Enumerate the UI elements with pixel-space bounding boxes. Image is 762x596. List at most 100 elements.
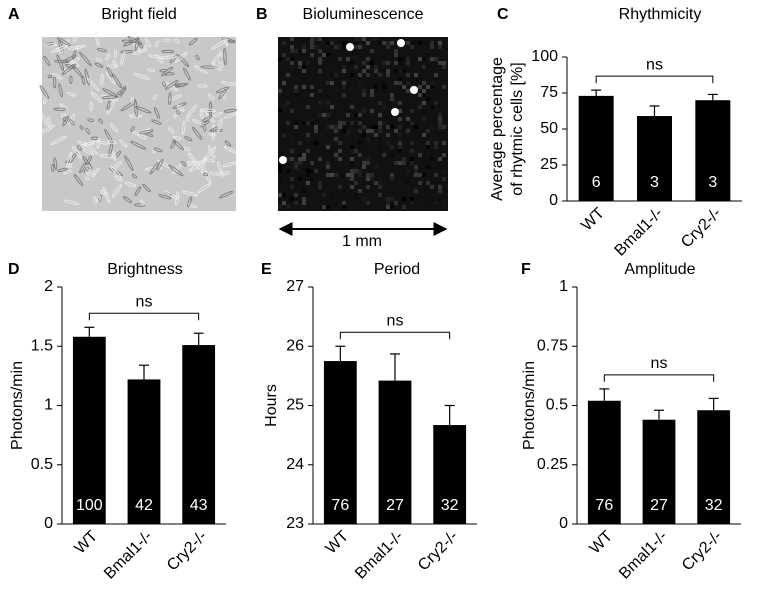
noise xyxy=(310,53,314,57)
noise xyxy=(362,109,366,113)
cell xyxy=(73,36,77,43)
cell xyxy=(162,81,167,87)
noise xyxy=(398,145,402,149)
noise xyxy=(358,81,362,85)
chart-title: Rhythmicity xyxy=(619,6,702,23)
cell xyxy=(65,63,76,69)
cell xyxy=(86,155,92,166)
noise xyxy=(406,41,410,45)
cell xyxy=(130,126,135,132)
y-axis-label: of rhytmic cells [%] xyxy=(509,62,526,195)
noise xyxy=(438,61,442,65)
y-tick-label: 1 xyxy=(44,397,53,414)
noise xyxy=(378,145,382,149)
noise xyxy=(314,129,318,133)
noise xyxy=(278,177,282,181)
noise xyxy=(358,113,362,117)
noise xyxy=(318,85,322,89)
n-label: 43 xyxy=(190,497,208,514)
noise xyxy=(330,125,334,129)
noise xyxy=(442,65,446,69)
cell xyxy=(68,113,76,125)
noise xyxy=(282,41,286,45)
noise xyxy=(362,85,366,89)
noise xyxy=(398,101,402,105)
cell xyxy=(53,107,67,111)
noise xyxy=(302,69,306,73)
noise xyxy=(378,193,382,197)
noise xyxy=(386,205,390,209)
noise xyxy=(394,61,398,65)
noise xyxy=(354,65,358,69)
cell xyxy=(90,91,103,103)
panel-title: Bioluminescence xyxy=(303,6,424,23)
glow xyxy=(391,108,399,116)
noise xyxy=(430,157,434,161)
noise xyxy=(370,109,374,113)
cell xyxy=(224,112,237,119)
noise xyxy=(418,153,422,157)
cell xyxy=(145,38,152,48)
cell xyxy=(96,196,102,202)
noise xyxy=(438,157,442,161)
cell xyxy=(71,64,84,79)
x-tick-label: Cry2-/- xyxy=(679,528,726,575)
noise xyxy=(358,117,362,121)
noise xyxy=(382,41,386,45)
n-label: 76 xyxy=(331,497,349,514)
cell xyxy=(86,78,100,92)
noise xyxy=(418,181,422,185)
noise xyxy=(294,49,298,53)
cell xyxy=(120,51,126,66)
y-tick-label: 25 xyxy=(540,156,558,173)
cell xyxy=(158,194,172,200)
cell xyxy=(79,125,84,130)
cell xyxy=(124,181,137,187)
noise xyxy=(390,97,394,101)
noise xyxy=(374,37,378,41)
cell xyxy=(106,64,119,68)
noise xyxy=(398,109,402,113)
chart-title: Brightness xyxy=(107,261,183,278)
noise xyxy=(342,65,346,69)
noise xyxy=(386,41,390,45)
y-tick-label: 0 xyxy=(559,515,568,532)
noise xyxy=(302,157,306,161)
noise xyxy=(290,61,294,65)
noise xyxy=(418,57,422,61)
cell xyxy=(107,140,117,145)
noise xyxy=(298,177,302,181)
noise xyxy=(358,129,362,133)
noise xyxy=(326,125,330,129)
noise xyxy=(290,177,294,181)
cell xyxy=(176,104,185,112)
noise xyxy=(418,173,422,177)
noise xyxy=(406,81,410,85)
cell xyxy=(63,170,72,175)
noise xyxy=(294,93,298,97)
cell xyxy=(95,167,100,173)
noise xyxy=(314,125,318,129)
noise xyxy=(278,169,282,173)
noise xyxy=(326,81,330,85)
noise xyxy=(338,125,342,129)
noise xyxy=(290,197,294,201)
noise xyxy=(346,177,350,181)
cell xyxy=(82,148,94,156)
glow xyxy=(346,43,354,51)
noise xyxy=(318,113,322,117)
noise xyxy=(378,177,382,181)
cell xyxy=(105,53,111,60)
noise xyxy=(310,117,314,121)
noise xyxy=(402,85,406,89)
noise xyxy=(334,37,338,41)
noise xyxy=(426,173,430,177)
y-tick-label: 100 xyxy=(531,48,558,65)
cell xyxy=(167,127,175,134)
y-tick-label: 75 xyxy=(540,84,558,101)
cell xyxy=(138,129,154,135)
noise xyxy=(358,173,362,177)
cell xyxy=(87,118,94,122)
noise xyxy=(282,201,286,205)
noise xyxy=(290,157,294,161)
